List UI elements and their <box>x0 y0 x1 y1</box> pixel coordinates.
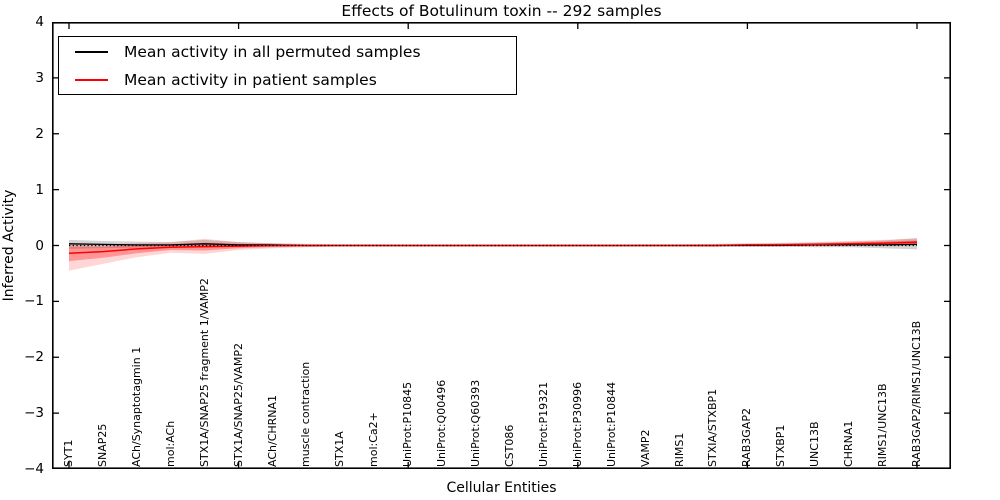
legend-label-permuted: Mean activity in all permuted samples <box>124 42 421 61</box>
axes-spine <box>52 22 951 469</box>
legend: Mean activity in all permuted samples Me… <box>58 36 517 95</box>
patient-mean-line <box>68 241 918 255</box>
chart-canvas <box>52 22 951 469</box>
y-tick-label: 4 <box>35 14 44 30</box>
y-tick-label: 2 <box>35 125 44 142</box>
patient-outer-band <box>69 238 917 271</box>
y-tick-labels: 4 3 2 1 0 −1 −2 −3 −4 <box>0 0 52 500</box>
y-tick-label: 3 <box>35 69 44 86</box>
x-axis-label: Cellular Entities <box>446 480 557 496</box>
permuted-confidence-band <box>69 238 917 250</box>
y-tick-label: −4 <box>24 461 44 477</box>
y-tick-label: 0 <box>35 237 44 254</box>
legend-item-permuted: Mean activity in all permuted samples <box>75 39 516 64</box>
y-tick-label: −1 <box>24 293 44 310</box>
y-tick-label: −2 <box>24 349 44 366</box>
chart-title: Effects of Botulinum toxin -- 292 sample… <box>341 2 662 20</box>
legend-item-patient: Mean activity in patient samples <box>75 67 516 92</box>
y-tick-label: −3 <box>24 405 44 422</box>
red-line-swatch <box>75 78 108 81</box>
plot-area: SYT1 SNAP25 ACh/Synaptotagmin 1 mol:ACh STX1… <box>52 22 951 469</box>
y-tick-label: 1 <box>35 181 44 198</box>
black-line-swatch <box>75 50 108 53</box>
legend-label-patient: Mean activity in patient samples <box>124 70 377 89</box>
